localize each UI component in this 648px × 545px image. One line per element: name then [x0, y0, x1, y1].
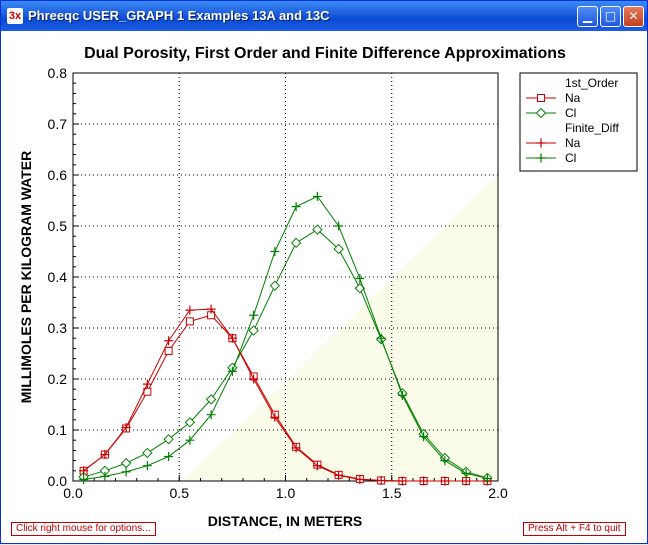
data-point [185, 435, 195, 445]
title-bar[interactable]: 3x Phreeqc USER_GRAPH 1 Examples 13A and… [1, 1, 647, 31]
y-tick-label: 0.8 [48, 65, 68, 81]
x-axis-label: DISTANCE, IN METERS [208, 513, 363, 529]
data-point [419, 476, 429, 486]
data-point [205, 394, 217, 405]
data-point [142, 447, 153, 459]
data-point [440, 456, 450, 466]
data-point [333, 243, 344, 255]
data-point [227, 333, 237, 343]
minimize-button[interactable]: ▁ [577, 6, 598, 27]
data-point [419, 432, 429, 442]
data-point [461, 476, 471, 486]
data-point [482, 473, 492, 483]
data-point [269, 280, 281, 291]
data-point [249, 374, 259, 384]
chart-title: Dual Porosity, First Order and Finite Di… [84, 45, 566, 62]
data-point [376, 475, 386, 485]
options-hint-button[interactable]: Click right mouse for options... [11, 522, 156, 536]
data-point [163, 433, 174, 445]
x-tick-label: 0.5 [170, 485, 190, 501]
data-point [334, 221, 344, 231]
y-tick-label: 0.1 [48, 422, 68, 438]
data-point [248, 325, 259, 336]
legend-entry-label: Cl [565, 106, 576, 120]
data-point [164, 452, 174, 462]
series-finite-diff-na [79, 304, 492, 486]
data-point [291, 202, 301, 212]
x-tick-label: 2.0 [488, 485, 508, 501]
data-point [249, 310, 259, 320]
data-point [100, 471, 110, 481]
data-point [206, 304, 216, 314]
legend-group-title: Finite_Diff [565, 121, 619, 135]
legend-swatch-marker [535, 107, 547, 119]
data-point [290, 237, 302, 249]
x-tick-label: 1.5 [382, 485, 402, 501]
y-tick-label: 0.6 [48, 167, 68, 183]
data-point [312, 461, 322, 471]
quit-hint-button[interactable]: Press Alt + F4 to quit [523, 522, 626, 536]
data-point [100, 449, 110, 459]
window-title: Phreeqc USER_GRAPH 1 Examples 13A and 13… [28, 8, 330, 23]
legend-entry-label: Cl [565, 151, 576, 165]
data-point [142, 379, 152, 389]
data-point [164, 346, 173, 355]
y-tick-label: 0.7 [48, 116, 68, 132]
app-icon: 3x [7, 8, 23, 24]
data-point [121, 467, 131, 477]
legend-entry-label: Na [565, 136, 581, 150]
data-point [121, 422, 131, 432]
plot-shade [183, 175, 498, 481]
data-point [227, 366, 237, 376]
data-point [206, 410, 216, 420]
data-point [355, 274, 365, 284]
y-tick-label: 0.3 [48, 320, 68, 336]
y-tick-label: 0.4 [48, 269, 68, 285]
series-line [83, 228, 488, 479]
data-point [397, 476, 407, 486]
legend-swatch-marker [536, 153, 546, 163]
close-button[interactable]: ✕ [623, 6, 644, 27]
legend-swatch-marker [537, 94, 545, 102]
series-line [83, 195, 488, 480]
plot-frame [72, 72, 499, 482]
data-point [461, 468, 471, 478]
data-point [270, 412, 280, 422]
data-point [312, 191, 322, 201]
data-point [334, 470, 344, 480]
data-point [397, 390, 407, 400]
data-point [184, 417, 196, 428]
y-axis-label: MILLIMOLES PER KILOGRAM WATER [18, 151, 34, 404]
data-point [440, 476, 450, 486]
legend-swatch-marker [536, 138, 546, 148]
y-tick-label: 0.0 [48, 473, 68, 489]
legend-box [519, 72, 638, 172]
legend-group-title: 1st_Order [565, 76, 618, 90]
series-finite-diff-cl [79, 191, 492, 484]
data-point [164, 336, 174, 346]
data-point [79, 466, 89, 476]
data-point [291, 443, 301, 453]
y-tick-label: 0.2 [48, 371, 68, 387]
data-point [312, 224, 323, 235]
data-point [79, 474, 89, 484]
data-point [185, 305, 195, 315]
x-tick-label: 0.0 [63, 485, 83, 501]
series-1st-order-cl [78, 224, 493, 484]
data-point [142, 461, 152, 471]
data-point [376, 333, 386, 343]
legend-entry-label: Na [565, 91, 581, 105]
data-point [355, 474, 365, 484]
x-tick-label: 1.0 [276, 485, 296, 501]
y-tick-label: 0.5 [48, 218, 68, 234]
data-point [185, 317, 194, 326]
data-point [270, 247, 280, 256]
maximize-button[interactable]: □ [600, 6, 621, 27]
